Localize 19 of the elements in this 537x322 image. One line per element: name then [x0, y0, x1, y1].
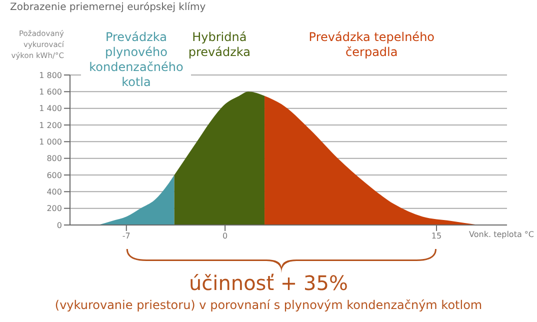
text: (vykurovanie priestoru) v porovnaní s plynovým kondenzačným kotlom — [54, 298, 484, 312]
x-axis-title: Vonk. teplota °C — [469, 230, 534, 239]
y-tick-label: 0 — [56, 220, 62, 230]
text: účinnosť + 35% — [188, 271, 349, 295]
y-tick-label: 600 — [46, 170, 62, 180]
x-tick-label: 15 — [431, 232, 442, 241]
y-tick-label: 1 800 — [39, 70, 62, 80]
y-tick-label: 1 600 — [39, 88, 62, 97]
x-tick-label: 0 — [222, 232, 228, 241]
y-tick-label: 400 — [46, 188, 62, 197]
y-tick-label: 1 000 — [39, 138, 62, 147]
y-tick-label: 1 200 — [39, 120, 62, 130]
text: Hybridná prevádzka — [176, 30, 262, 60]
chart-title: Zobrazenie priemernej európskej klímy — [10, 2, 206, 13]
text: Prevádzka tepelného čerpadla — [296, 30, 447, 60]
y-tick-label: 1 400 — [39, 104, 62, 114]
x-tick-label: -7 — [122, 232, 130, 241]
y-tick-label: 800 — [46, 154, 62, 164]
y-tick-label: 200 — [46, 204, 62, 214]
